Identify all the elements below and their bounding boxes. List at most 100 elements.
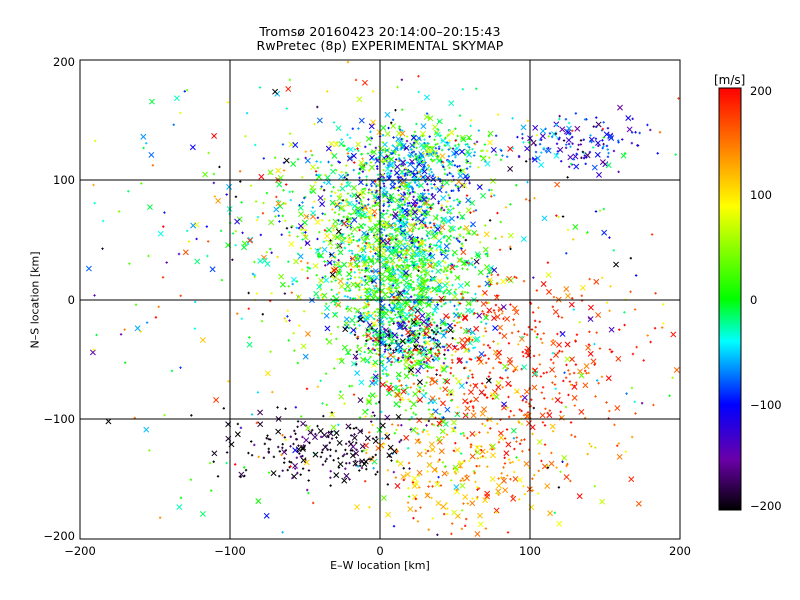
data-point-dot bbox=[382, 335, 385, 339]
data-point-dot bbox=[417, 184, 421, 188]
data-point-cross bbox=[369, 392, 376, 399]
data-point-cross bbox=[412, 166, 419, 173]
data-point-cross bbox=[209, 266, 216, 273]
data-point-cross bbox=[462, 494, 469, 500]
data-point-cross bbox=[355, 210, 362, 217]
data-point-dot bbox=[555, 466, 558, 469]
data-point-dot bbox=[356, 265, 359, 268]
data-point-cross bbox=[452, 464, 459, 471]
data-point-dot bbox=[421, 248, 424, 252]
data-point-dot bbox=[518, 442, 522, 446]
data-point-dot bbox=[602, 142, 605, 146]
data-point-dot bbox=[425, 279, 428, 282]
data-point-dot bbox=[494, 153, 498, 157]
data-point-dot bbox=[412, 357, 415, 360]
data-point-dot bbox=[504, 206, 508, 209]
data-point-dot bbox=[560, 160, 563, 163]
data-point-dot bbox=[323, 197, 326, 201]
data-point-dot bbox=[454, 441, 457, 445]
data-point-dot bbox=[319, 160, 322, 164]
data-point-dot bbox=[330, 437, 334, 440]
data-point-dot bbox=[418, 137, 421, 140]
data-point-dot bbox=[414, 304, 418, 307]
data-point-cross bbox=[351, 184, 357, 191]
data-point-dot bbox=[500, 472, 503, 475]
data-point-dot bbox=[388, 267, 391, 270]
data-point-dot bbox=[469, 211, 472, 214]
data-point-dot bbox=[382, 279, 385, 283]
data-point-dot bbox=[398, 185, 402, 188]
data-point-dot bbox=[294, 406, 298, 409]
data-point-dot bbox=[602, 136, 606, 139]
data-point-cross bbox=[476, 312, 483, 319]
data-point-dot bbox=[595, 379, 599, 382]
data-point-cross bbox=[448, 129, 455, 136]
data-point-dot bbox=[465, 474, 468, 477]
data-point-cross bbox=[503, 450, 510, 457]
data-point-dot bbox=[346, 180, 350, 184]
data-point-dot bbox=[388, 328, 392, 331]
data-point-dot bbox=[431, 192, 434, 196]
data-point-dot bbox=[163, 211, 166, 214]
data-point-dot bbox=[350, 384, 354, 388]
data-point-cross bbox=[351, 203, 358, 209]
data-point-cross bbox=[310, 210, 317, 217]
data-point-dot bbox=[400, 187, 403, 191]
data-point-dot bbox=[475, 464, 478, 468]
data-point-cross bbox=[414, 314, 421, 321]
data-point-cross bbox=[325, 179, 332, 186]
data-point-dot bbox=[457, 143, 460, 146]
data-point-dot bbox=[423, 340, 426, 344]
data-point-cross bbox=[512, 365, 519, 372]
data-point-dot bbox=[558, 349, 561, 353]
data-point-dot bbox=[360, 200, 363, 203]
data-point-cross bbox=[377, 145, 384, 152]
data-point-cross bbox=[502, 363, 508, 370]
data-point-dot bbox=[285, 183, 288, 186]
data-point-dot bbox=[394, 339, 398, 343]
data-point-dot bbox=[183, 90, 186, 93]
data-point-cross bbox=[389, 257, 396, 264]
data-point-cross bbox=[397, 273, 404, 280]
data-point-cross bbox=[466, 134, 473, 141]
data-point-cross bbox=[300, 457, 307, 464]
data-point-cross bbox=[341, 344, 348, 351]
data-point-dot bbox=[336, 358, 339, 361]
data-point-dot bbox=[527, 349, 530, 353]
data-point-dot bbox=[438, 412, 442, 416]
data-point-dot bbox=[457, 303, 460, 307]
data-point-dot bbox=[434, 147, 438, 150]
data-point-dot bbox=[409, 274, 412, 277]
data-point-dot bbox=[368, 169, 371, 173]
data-point-dot bbox=[376, 167, 379, 170]
data-point-cross bbox=[302, 353, 309, 360]
data-point-cross bbox=[413, 480, 419, 487]
data-point-dot bbox=[315, 160, 318, 163]
data-point-dot bbox=[364, 216, 367, 219]
data-point-dot bbox=[417, 227, 421, 231]
data-point-dot bbox=[366, 233, 369, 236]
colorbar-label: [m/s] bbox=[714, 73, 746, 87]
data-point-dot bbox=[339, 192, 342, 196]
data-point-dot bbox=[375, 158, 378, 161]
data-point-dot bbox=[584, 162, 587, 166]
data-point-cross bbox=[440, 195, 447, 202]
data-point-dot bbox=[277, 445, 280, 449]
data-point-dot bbox=[558, 114, 561, 118]
x-tick-label: 0 bbox=[376, 544, 384, 558]
data-point-dot bbox=[430, 186, 434, 190]
data-point-dot bbox=[409, 148, 413, 151]
data-point-dot bbox=[631, 352, 635, 356]
data-point-cross bbox=[331, 267, 338, 274]
data-point-cross bbox=[329, 271, 336, 278]
data-point-dot bbox=[570, 433, 573, 437]
data-point-dot bbox=[428, 365, 431, 368]
data-point-dot bbox=[494, 303, 498, 307]
data-point-cross bbox=[473, 325, 480, 332]
data-point-cross bbox=[493, 294, 500, 301]
data-point-cross bbox=[466, 151, 473, 158]
data-point-dot bbox=[358, 460, 362, 463]
data-point-cross bbox=[397, 302, 404, 309]
data-point-dot bbox=[371, 289, 374, 292]
data-point-dot bbox=[319, 455, 323, 459]
